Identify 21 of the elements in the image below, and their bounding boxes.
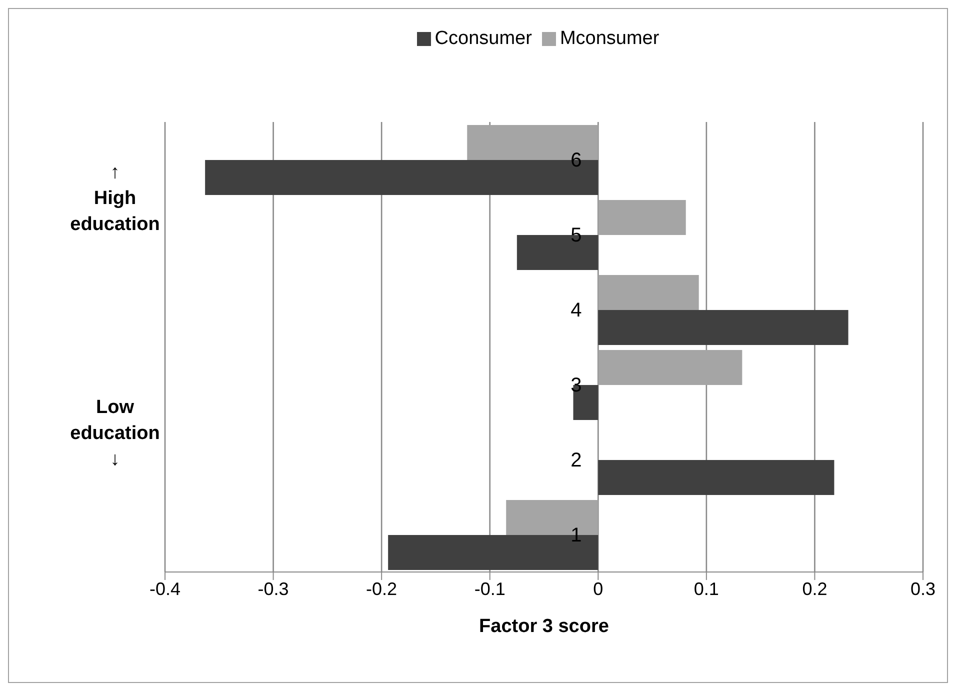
y-tick-label: 4 bbox=[570, 300, 582, 322]
legend-label: Mconsumer bbox=[560, 28, 660, 49]
y-tick-label: 2 bbox=[570, 450, 582, 472]
bar bbox=[598, 310, 848, 345]
x-tick-label: 0.2 bbox=[802, 578, 828, 599]
x-tick-label: -0.3 bbox=[258, 578, 289, 599]
x-axis-title: Factor 3 score bbox=[479, 616, 609, 637]
x-tick-label: 0.3 bbox=[910, 578, 936, 599]
bar bbox=[598, 275, 699, 310]
x-tick-label: 0 bbox=[593, 578, 604, 599]
text: ↑ High education bbox=[69, 161, 161, 237]
y-tick-label: 3 bbox=[570, 374, 582, 396]
text: Low education ↓ bbox=[69, 396, 161, 472]
x-tick-label: -0.1 bbox=[474, 578, 506, 599]
legend-label: Cconsumer bbox=[434, 28, 532, 49]
bar bbox=[598, 460, 834, 495]
x-tick-label: 0.1 bbox=[694, 578, 719, 599]
bar bbox=[598, 350, 742, 385]
bar bbox=[598, 200, 686, 235]
x-tick-label: -0.4 bbox=[149, 578, 181, 599]
x-tick-label: -0.2 bbox=[366, 578, 398, 599]
